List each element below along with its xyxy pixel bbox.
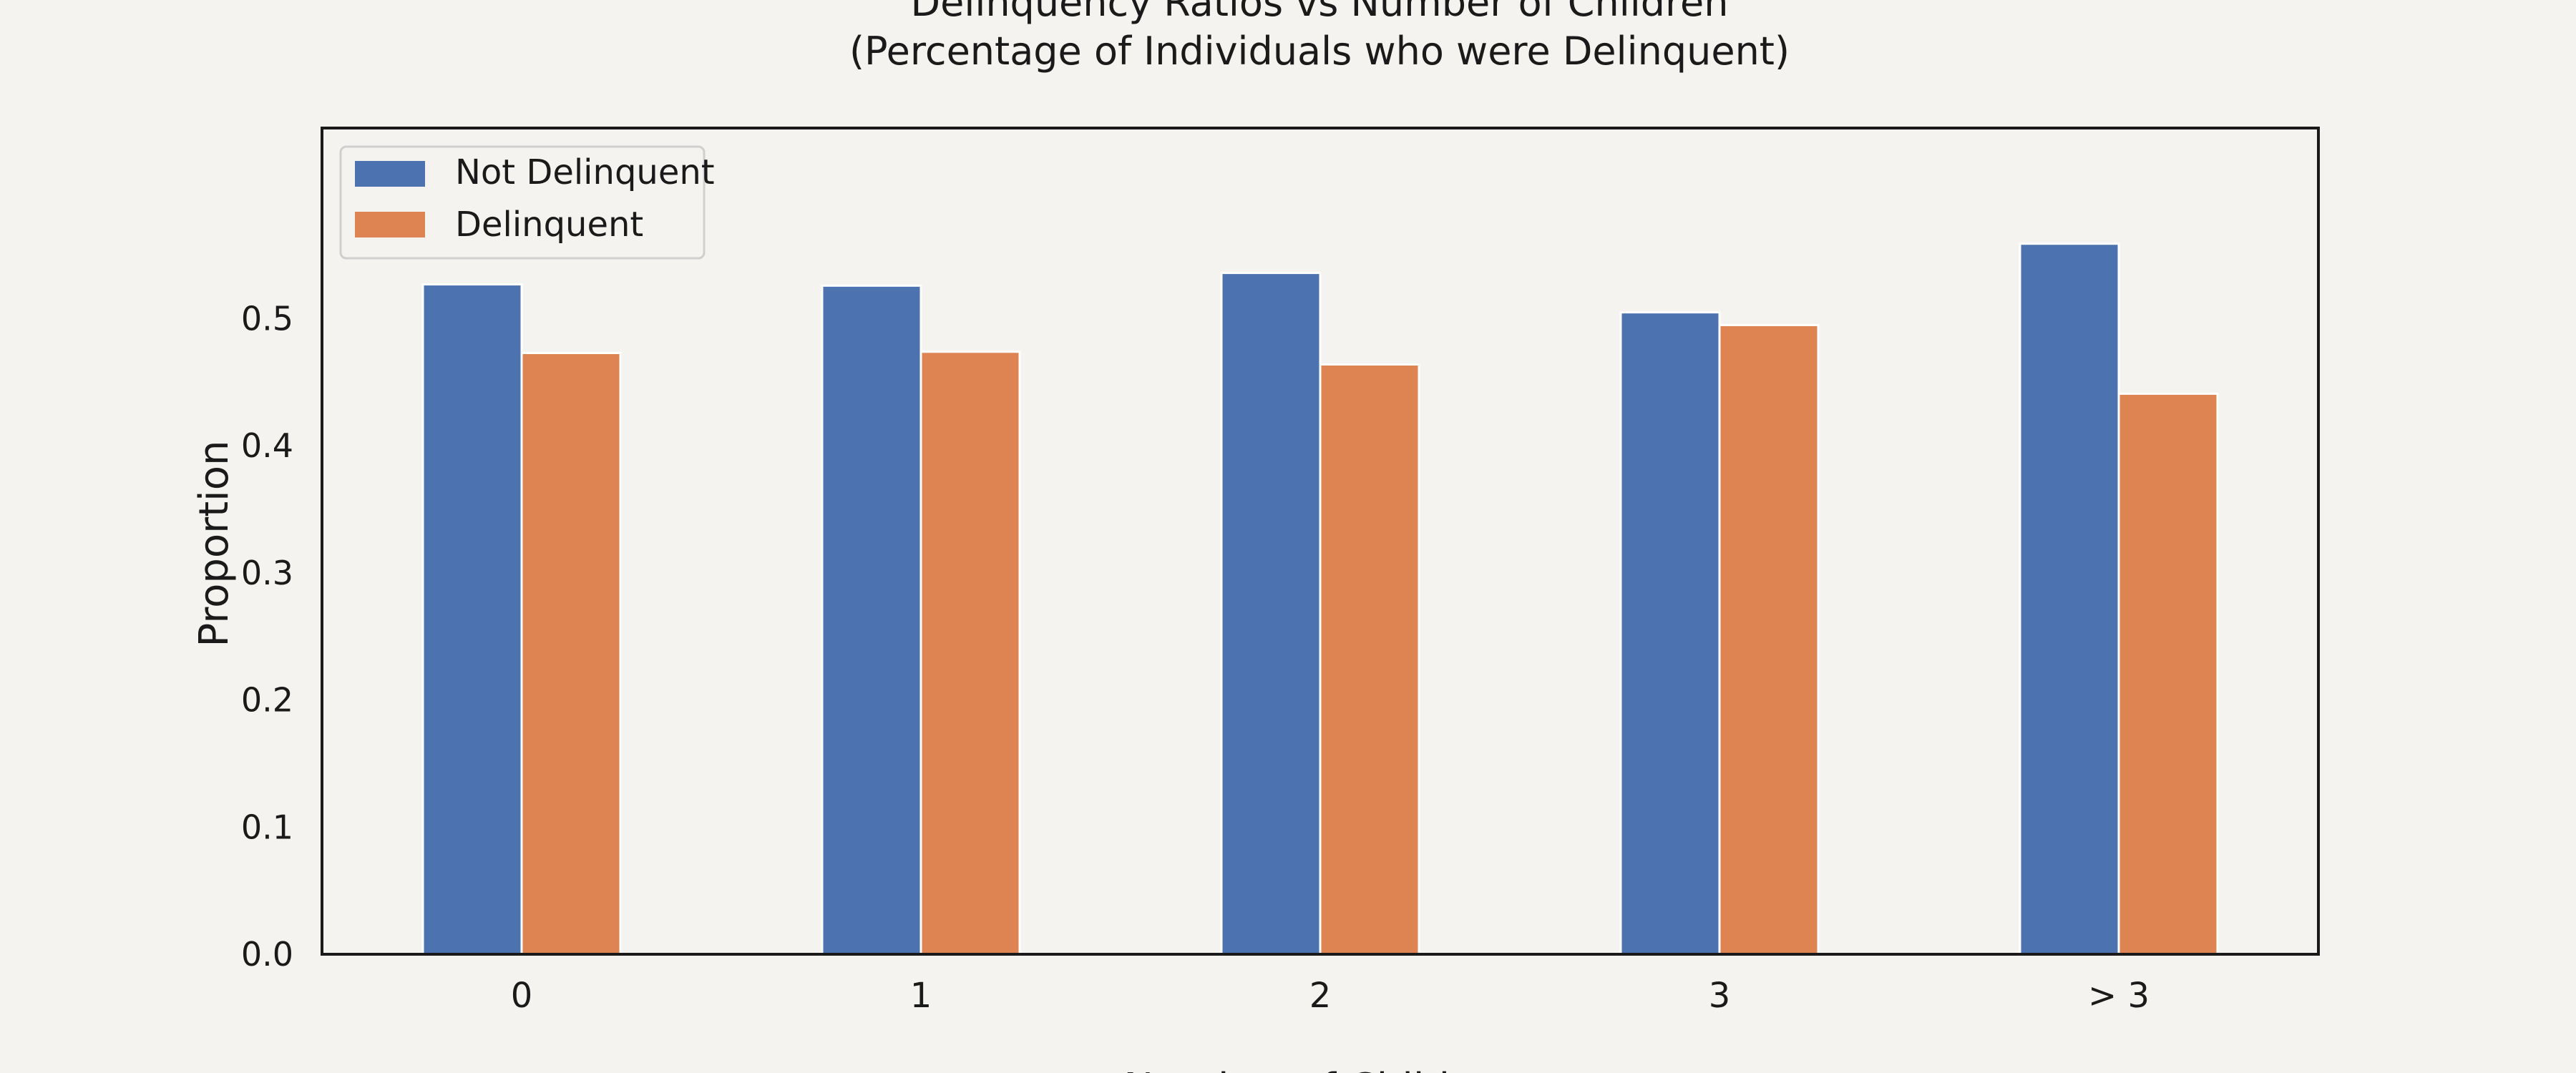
- bar-delinquent-2: [1319, 363, 1420, 956]
- y-tick-label: 0.2: [241, 681, 293, 720]
- bar-delinquent-1: [919, 351, 1021, 956]
- x-tick-label: 1: [910, 976, 932, 1016]
- x-tick-label: 3: [1709, 976, 1731, 1016]
- y-axis-label: Proportion: [191, 441, 238, 647]
- legend-swatch-delinquent: [355, 212, 425, 237]
- bar-not-delinquent-1: [821, 284, 922, 956]
- legend-box: [339, 145, 706, 260]
- bar-delinquent-0: [520, 352, 622, 956]
- x-axis-label: Number of Children: [1123, 1065, 1516, 1073]
- bar-not-delinquent-4: [2019, 242, 2120, 956]
- bar-delinquent-4: [2117, 392, 2219, 956]
- bar-delinquent-3: [1718, 323, 1820, 956]
- bar-not-delinquent-0: [421, 283, 523, 956]
- legend: Not Delinquent Delinquent: [339, 145, 715, 260]
- x-tick-label: 0: [511, 976, 533, 1016]
- plot-frame: [321, 127, 2320, 956]
- x-tick-label: 2: [1309, 976, 1332, 1016]
- bar-not-delinquent-2: [1220, 272, 1322, 956]
- chart-subtitle: (Percentage of Individuals who were Deli…: [849, 29, 1790, 74]
- y-tick-label: 0.5: [241, 300, 293, 338]
- x-tick-label: > 3: [2088, 976, 2150, 1016]
- chart-title: Delinquency Ratios vs Number of Children: [911, 0, 1729, 25]
- legend-swatch-not-delinquent: [355, 161, 425, 187]
- y-tick-labels: 0.0 0.1 0.2 0.3 0.4 0.5: [241, 300, 293, 974]
- bar-not-delinquent-3: [1619, 311, 1721, 956]
- y-tick-label: 0.1: [241, 808, 293, 846]
- y-tick-label: 0.0: [241, 935, 293, 974]
- bars-group: [421, 242, 2219, 956]
- y-tick-label: 0.4: [241, 426, 293, 465]
- x-tick-labels: 0 1 2 3 > 3: [511, 976, 2150, 1016]
- legend-label-not-delinquent: Not Delinquent: [455, 152, 715, 192]
- legend-label-delinquent: Delinquent: [455, 205, 643, 245]
- y-tick-label: 0.3: [241, 554, 293, 592]
